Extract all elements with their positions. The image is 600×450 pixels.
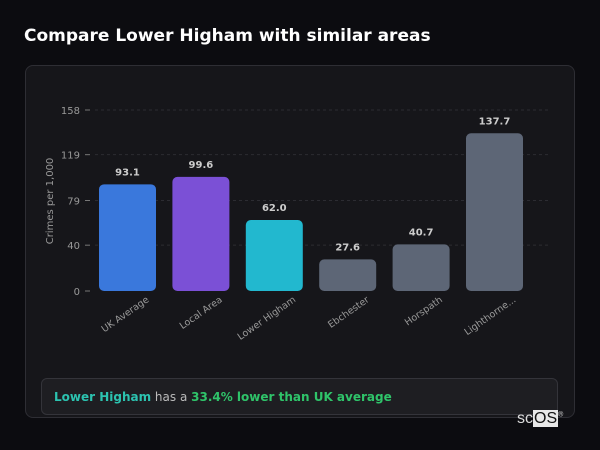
scos-logo: scOS® <box>517 410 564 427</box>
bar[interactable] <box>99 184 156 291</box>
y-tick-label: 119 <box>61 151 80 162</box>
bar-value-label: 93.1 <box>115 167 140 178</box>
summary-stat: 33.4% lower than UK average <box>191 390 392 404</box>
bar-value-label: 40.7 <box>409 227 434 238</box>
summary-text: has a <box>151 390 192 404</box>
summary-area: Lower Higham <box>54 390 152 404</box>
x-tick-label: Ebchester <box>326 294 371 330</box>
y-tick-label: 158 <box>61 106 80 117</box>
x-tick-label: Lower Higham <box>236 294 298 342</box>
x-tick-label: Lighthorne... <box>463 294 519 338</box>
bar[interactable] <box>392 244 450 291</box>
bar[interactable] <box>319 259 377 291</box>
x-tick-label: Local Area <box>178 294 225 331</box>
y-axis-label: Crimes per 1,000 <box>45 158 56 245</box>
page-title: Compare Lower Higham with similar areas <box>24 26 431 46</box>
bar-value-label: 62.0 <box>262 203 287 214</box>
bar[interactable] <box>245 219 303 291</box>
bar-value-label: 99.6 <box>189 160 214 171</box>
bar[interactable] <box>172 176 230 291</box>
bar-value-label: 27.6 <box>335 242 360 253</box>
bar[interactable] <box>466 133 523 291</box>
y-tick-label: 79 <box>67 197 80 208</box>
x-tick-label: Horspath <box>403 294 445 328</box>
x-tick-label: UK Average <box>100 294 152 335</box>
summary-box: Lower Higham has a 33.4% lower than UK a… <box>41 378 558 415</box>
y-tick-label: 40 <box>67 241 80 252</box>
bar-value-label: 137.7 <box>479 116 511 127</box>
y-tick-label: 0 <box>74 287 80 298</box>
